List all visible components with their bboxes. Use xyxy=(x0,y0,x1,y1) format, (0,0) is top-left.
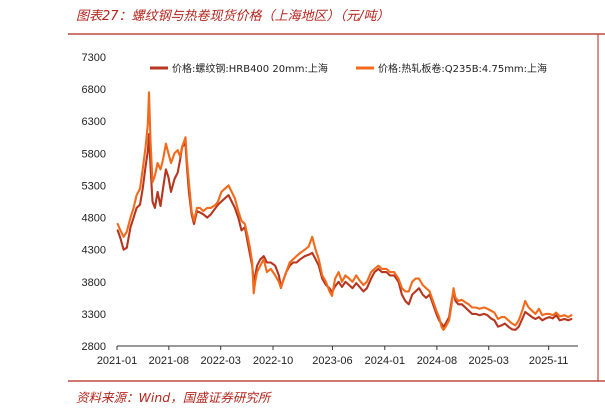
y-axis: 2800 3300 3800 4300 4800 5300 5800 6300 6800 7300 xyxy=(82,52,106,353)
x-tick-label: 2022-10 xyxy=(253,355,293,367)
y-tick-label: 6800 xyxy=(82,84,106,96)
y-tick-label: 3800 xyxy=(82,277,106,289)
y-tick-label: 4300 xyxy=(82,245,106,257)
x-tick-label: 2022-03 xyxy=(201,355,241,367)
legend-label-rebar: 价格:螺纹钢:HRB400 20mm:上海 xyxy=(172,62,328,75)
legend-label-hrc: 价格:热轧板卷:Q235B:4.75mm:上海 xyxy=(378,62,547,75)
y-tick-label: 5300 xyxy=(82,180,106,192)
x-tick-label: 2025-03 xyxy=(469,355,509,367)
y-tick-label: 4800 xyxy=(82,213,106,225)
series-line-rebar xyxy=(116,133,573,331)
figure-title: 图表27：螺纹钢与热卷现货价格（上海地区）（元/吨） xyxy=(76,9,390,24)
figure-source: 资料来源：Wind，国盛证券研究所 xyxy=(76,390,271,405)
x-tick-label: 2021-01 xyxy=(97,355,137,367)
y-tick-label: 5800 xyxy=(82,148,106,160)
y-tick-label: 3300 xyxy=(82,309,106,321)
series-line-hrc xyxy=(116,91,573,331)
x-tick-label: 2021-08 xyxy=(149,355,189,367)
y-tick-label: 7300 xyxy=(82,52,106,64)
x-tick-label: 2023-06 xyxy=(312,355,352,367)
legend: 价格:螺纹钢:HRB400 20mm:上海 价格:热轧板卷:Q235B:4.75m… xyxy=(150,62,547,75)
y-tick-label: 2800 xyxy=(82,341,106,353)
series-layer xyxy=(116,91,573,331)
x-tick-label: 2025-11 xyxy=(529,355,569,367)
x-tick-label: 2024-08 xyxy=(417,355,457,367)
x-tick-label: 2024-01 xyxy=(365,355,405,367)
x-axis: 2021-01 2021-08 2022-03 2022-10 2023-06 2024-… xyxy=(97,345,578,367)
y-tick-label: 6300 xyxy=(82,116,106,128)
